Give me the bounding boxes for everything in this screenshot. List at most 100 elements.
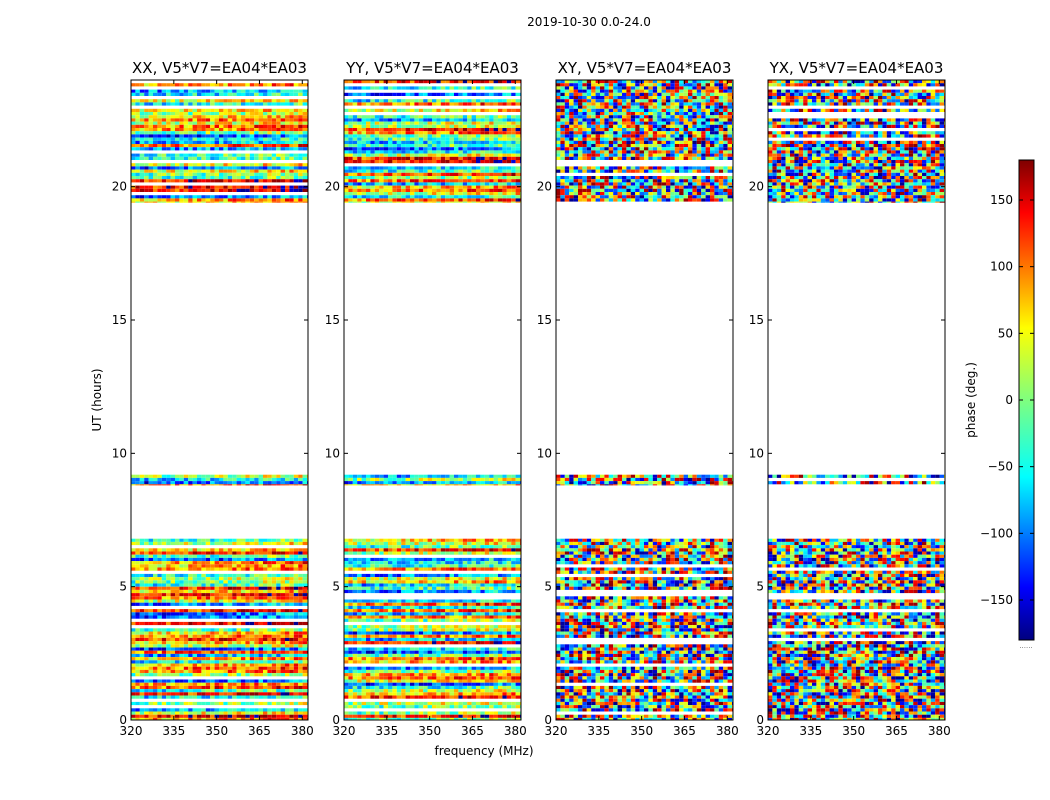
heatmap-cell <box>254 198 259 202</box>
heatmap-cell <box>183 198 189 202</box>
heatmap-cell <box>276 673 281 677</box>
heatmap-cell <box>515 602 520 606</box>
heatmap-cell <box>361 561 366 565</box>
heatmap-cell <box>219 131 224 135</box>
heatmap-cell <box>157 602 162 606</box>
heatmap-cell <box>170 564 175 568</box>
heatmap-cell <box>471 647 476 651</box>
heatmap-cell <box>214 628 219 632</box>
heatmap-cell <box>175 137 180 141</box>
heatmap-cell <box>445 586 450 590</box>
heatmap-cell <box>276 637 281 642</box>
heatmap-cell <box>223 121 228 125</box>
heatmap-cell <box>484 650 490 654</box>
heatmap-cell <box>205 660 211 664</box>
heatmap-cell <box>170 650 175 654</box>
heatmap-cell <box>289 124 294 128</box>
heatmap-cell <box>201 593 206 597</box>
heatmap-cell <box>153 179 158 183</box>
heatmap-cell <box>379 548 384 552</box>
heatmap-cell <box>170 554 175 558</box>
heatmap-cell <box>263 567 268 571</box>
heatmap-cell <box>232 650 237 654</box>
heatmap-cell <box>144 163 149 167</box>
heatmap-cell <box>493 653 498 658</box>
heatmap-cell <box>366 660 371 664</box>
heatmap-cell <box>148 179 153 183</box>
heatmap-cell <box>276 583 281 587</box>
heatmap-cell <box>254 115 259 119</box>
heatmap-cell <box>227 92 233 96</box>
heatmap-cell <box>219 666 224 670</box>
heatmap-cell <box>449 637 454 642</box>
heatmap-cell <box>139 692 145 696</box>
heatmap-cell <box>188 92 193 96</box>
heatmap-cell <box>139 609 145 613</box>
heatmap-cell <box>219 115 224 119</box>
heatmap-cell <box>179 653 184 658</box>
heatmap-cell <box>445 602 450 606</box>
heatmap-cell <box>166 602 171 606</box>
heatmap-cell <box>427 647 432 651</box>
heatmap-cell <box>192 169 197 173</box>
heatmap-cell <box>175 144 180 148</box>
heatmap-cell <box>462 573 468 578</box>
heatmap-cell <box>293 695 299 699</box>
heatmap-cell <box>298 172 303 176</box>
heatmap-cell <box>197 609 202 613</box>
heatmap-cell <box>144 477 149 482</box>
heatmap-cell <box>175 140 180 144</box>
heatmap-cell <box>348 653 353 658</box>
heatmap-cell <box>254 172 259 176</box>
heatmap-cell <box>506 599 512 603</box>
heatmap-cell <box>179 124 184 128</box>
heatmap-cell <box>285 657 290 661</box>
heatmap-cell <box>148 717 153 720</box>
heatmap-cell <box>289 137 294 141</box>
heatmap-cell <box>276 647 281 651</box>
heatmap-cell <box>249 612 255 616</box>
heatmap-cell <box>135 695 140 699</box>
heatmap-cell <box>214 615 219 619</box>
heatmap-cell <box>344 557 349 562</box>
heatmap-cell <box>188 188 193 192</box>
heatmap-cell <box>249 131 255 135</box>
heatmap-cell <box>414 612 419 616</box>
heatmap-cell <box>467 676 472 680</box>
heatmap-cell <box>161 650 167 654</box>
heatmap-cell <box>153 564 158 568</box>
heatmap-cell <box>161 474 167 478</box>
heatmap-cell <box>245 714 250 718</box>
heatmap-cell <box>489 653 494 658</box>
heatmap-cell <box>166 185 171 189</box>
heatmap-cell <box>232 583 237 587</box>
heatmap-cell <box>161 551 167 555</box>
heatmap-cell <box>267 586 272 590</box>
heatmap-cell <box>293 685 299 690</box>
heatmap-cell <box>480 647 485 651</box>
heatmap-cell <box>245 660 250 664</box>
heatmap-cell <box>183 650 189 654</box>
heatmap-cell <box>192 102 197 106</box>
heatmap-cell <box>302 557 307 562</box>
heatmap-cell <box>370 551 375 555</box>
heatmap-cell <box>401 564 406 568</box>
heatmap-cell <box>506 538 512 542</box>
heatmap-cell <box>214 596 219 600</box>
heatmap-cell <box>348 612 353 616</box>
heatmap-cell <box>511 599 516 603</box>
heatmap-cell <box>157 701 162 706</box>
heatmap-cell <box>258 153 263 157</box>
heatmap-cell <box>214 144 219 148</box>
heatmap-cell <box>183 577 189 581</box>
heatmap-cell <box>405 653 410 658</box>
heatmap-cell <box>197 586 202 590</box>
heatmap-cell <box>379 538 384 542</box>
heatmap-cell <box>192 195 197 199</box>
heatmap-cell <box>205 586 211 590</box>
heatmap-cell <box>379 653 384 658</box>
heatmap-cell <box>258 650 263 654</box>
heatmap-cell <box>302 621 307 626</box>
heatmap-cell <box>271 586 277 590</box>
heatmap-cell <box>210 692 215 696</box>
